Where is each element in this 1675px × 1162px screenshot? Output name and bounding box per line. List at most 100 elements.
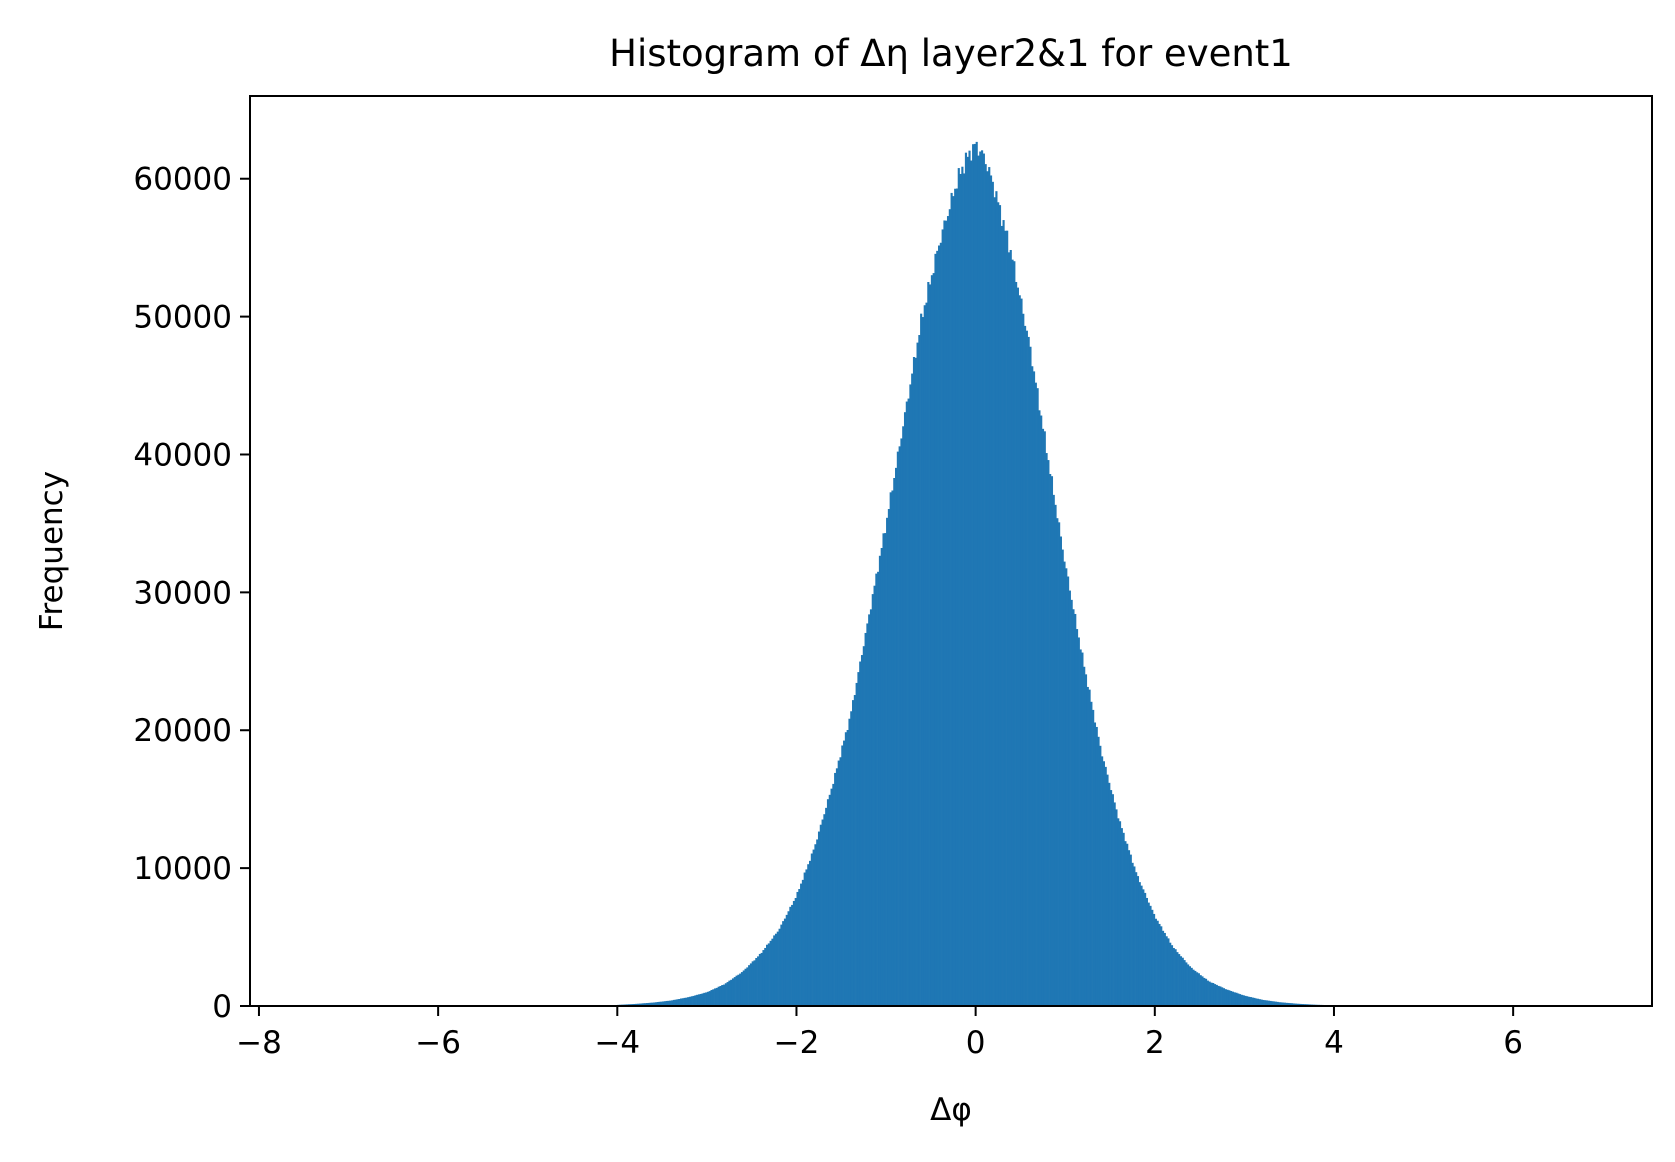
histogram-bar (798, 889, 801, 1006)
histogram-bar (1006, 230, 1009, 1006)
histogram-bar (1262, 999, 1265, 1006)
histogram-bar (1242, 995, 1245, 1006)
histogram-bar (1265, 1000, 1269, 1006)
histogram-bar (1158, 923, 1161, 1006)
x-tick-label: 4 (1324, 1025, 1344, 1061)
histogram-bar (654, 1002, 658, 1006)
histogram-bar (1217, 985, 1220, 1006)
histogram-bar (705, 992, 708, 1006)
histogram-bar (671, 1000, 674, 1006)
histogram-bar (712, 989, 715, 1006)
histogram-bar (814, 844, 817, 1006)
histogram-bar (1131, 862, 1134, 1006)
histogram-bar (1239, 994, 1242, 1006)
histogram-bar (1280, 1002, 1283, 1006)
histogram-bar (1194, 970, 1197, 1006)
y-axis-ticks: 0 10000 20000 30000 40000 50000 60000 (133, 162, 250, 1025)
x-tick-label: −2 (774, 1025, 820, 1061)
histogram-bar (742, 970, 745, 1006)
histogram-bar (778, 928, 781, 1006)
histogram-bar (733, 977, 736, 1006)
histogram-bar (1059, 536, 1062, 1006)
histogram-bar (932, 273, 935, 1007)
histogram-bar (855, 682, 858, 1006)
histogram-bar (735, 975, 738, 1006)
histogram-bar (803, 872, 806, 1006)
histogram-bar (1049, 474, 1052, 1007)
histogram-bar (1018, 295, 1021, 1006)
histogram-bar (669, 1000, 672, 1006)
histogram-bar (809, 860, 812, 1006)
histogram-bar (767, 943, 770, 1006)
histogram-bar (1124, 841, 1127, 1006)
histogram-bar (785, 914, 788, 1006)
histogram-bar (860, 655, 864, 1006)
histogram-bar (1072, 609, 1075, 1006)
histogram-bar (952, 196, 955, 1007)
histogram-bar (916, 342, 919, 1006)
histogram-bar (810, 853, 813, 1006)
histogram-bar (1273, 1001, 1276, 1006)
histogram-bar (1170, 945, 1174, 1006)
histogram-bar (1108, 782, 1111, 1006)
histogram-bar (1271, 1001, 1274, 1006)
histogram-bar (1153, 913, 1156, 1006)
histogram-bar (887, 509, 890, 1006)
histogram-bar (1092, 709, 1095, 1006)
histogram-bar (647, 1002, 650, 1006)
histogram-bar (1043, 431, 1046, 1007)
histogram-bar (1024, 325, 1027, 1007)
histogram-bar (1192, 969, 1195, 1006)
histogram-bar (895, 467, 898, 1006)
histogram-bar (841, 745, 844, 1006)
histogram-bar (852, 700, 855, 1006)
histogram-bar (1050, 476, 1054, 1006)
histogram-bar (1240, 994, 1243, 1006)
histogram-bar (1228, 990, 1231, 1006)
histogram-bar (984, 164, 987, 1006)
histogram-bar (731, 978, 735, 1006)
histogram-bar (789, 906, 792, 1006)
histogram-bar (687, 997, 690, 1006)
histogram-bar (1145, 897, 1148, 1006)
histogram-bar (1009, 249, 1012, 1006)
histogram-bar (880, 547, 883, 1006)
histogram-bar (1002, 220, 1005, 1006)
histogram-bar (1267, 1000, 1270, 1006)
histogram-bar (1292, 1003, 1295, 1006)
histogram-bar (714, 988, 717, 1006)
histogram-bar (760, 952, 763, 1006)
histogram-bar (1226, 989, 1229, 1006)
histogram-bar (889, 492, 892, 1006)
histogram-bar (1212, 983, 1215, 1006)
histogram-bar (739, 973, 742, 1006)
histogram-bar (1179, 956, 1183, 1006)
histogram-bar (1237, 993, 1240, 1006)
histogram-bar (884, 533, 887, 1006)
histogram-bar (1047, 460, 1050, 1006)
histogram-bar (1015, 281, 1018, 1006)
y-tick-label: 50000 (133, 300, 232, 336)
histogram-bar (1016, 287, 1019, 1007)
histogram-bar (791, 904, 794, 1006)
histogram-bar (1034, 382, 1037, 1006)
histogram-bar (1283, 1002, 1286, 1006)
histogram-bar (871, 594, 874, 1006)
histogram-bar (651, 1002, 654, 1006)
histogram-bar (1282, 1002, 1285, 1006)
histogram-bar (730, 979, 733, 1006)
histogram-bar (1142, 889, 1145, 1006)
histogram-bar (744, 968, 747, 1006)
histogram-bar (1215, 984, 1218, 1006)
histogram-bar (1011, 259, 1014, 1006)
histogram-bar (1122, 832, 1125, 1006)
histogram-bar (1161, 930, 1165, 1006)
histogram-bar (1249, 997, 1252, 1006)
histogram-bar (941, 229, 944, 1006)
histogram-bar (1127, 850, 1131, 1006)
histogram-bar (1025, 330, 1028, 1006)
histogram-bar (1188, 966, 1191, 1006)
histogram-bar (1172, 947, 1175, 1006)
x-tick-label: 2 (1145, 1025, 1165, 1061)
